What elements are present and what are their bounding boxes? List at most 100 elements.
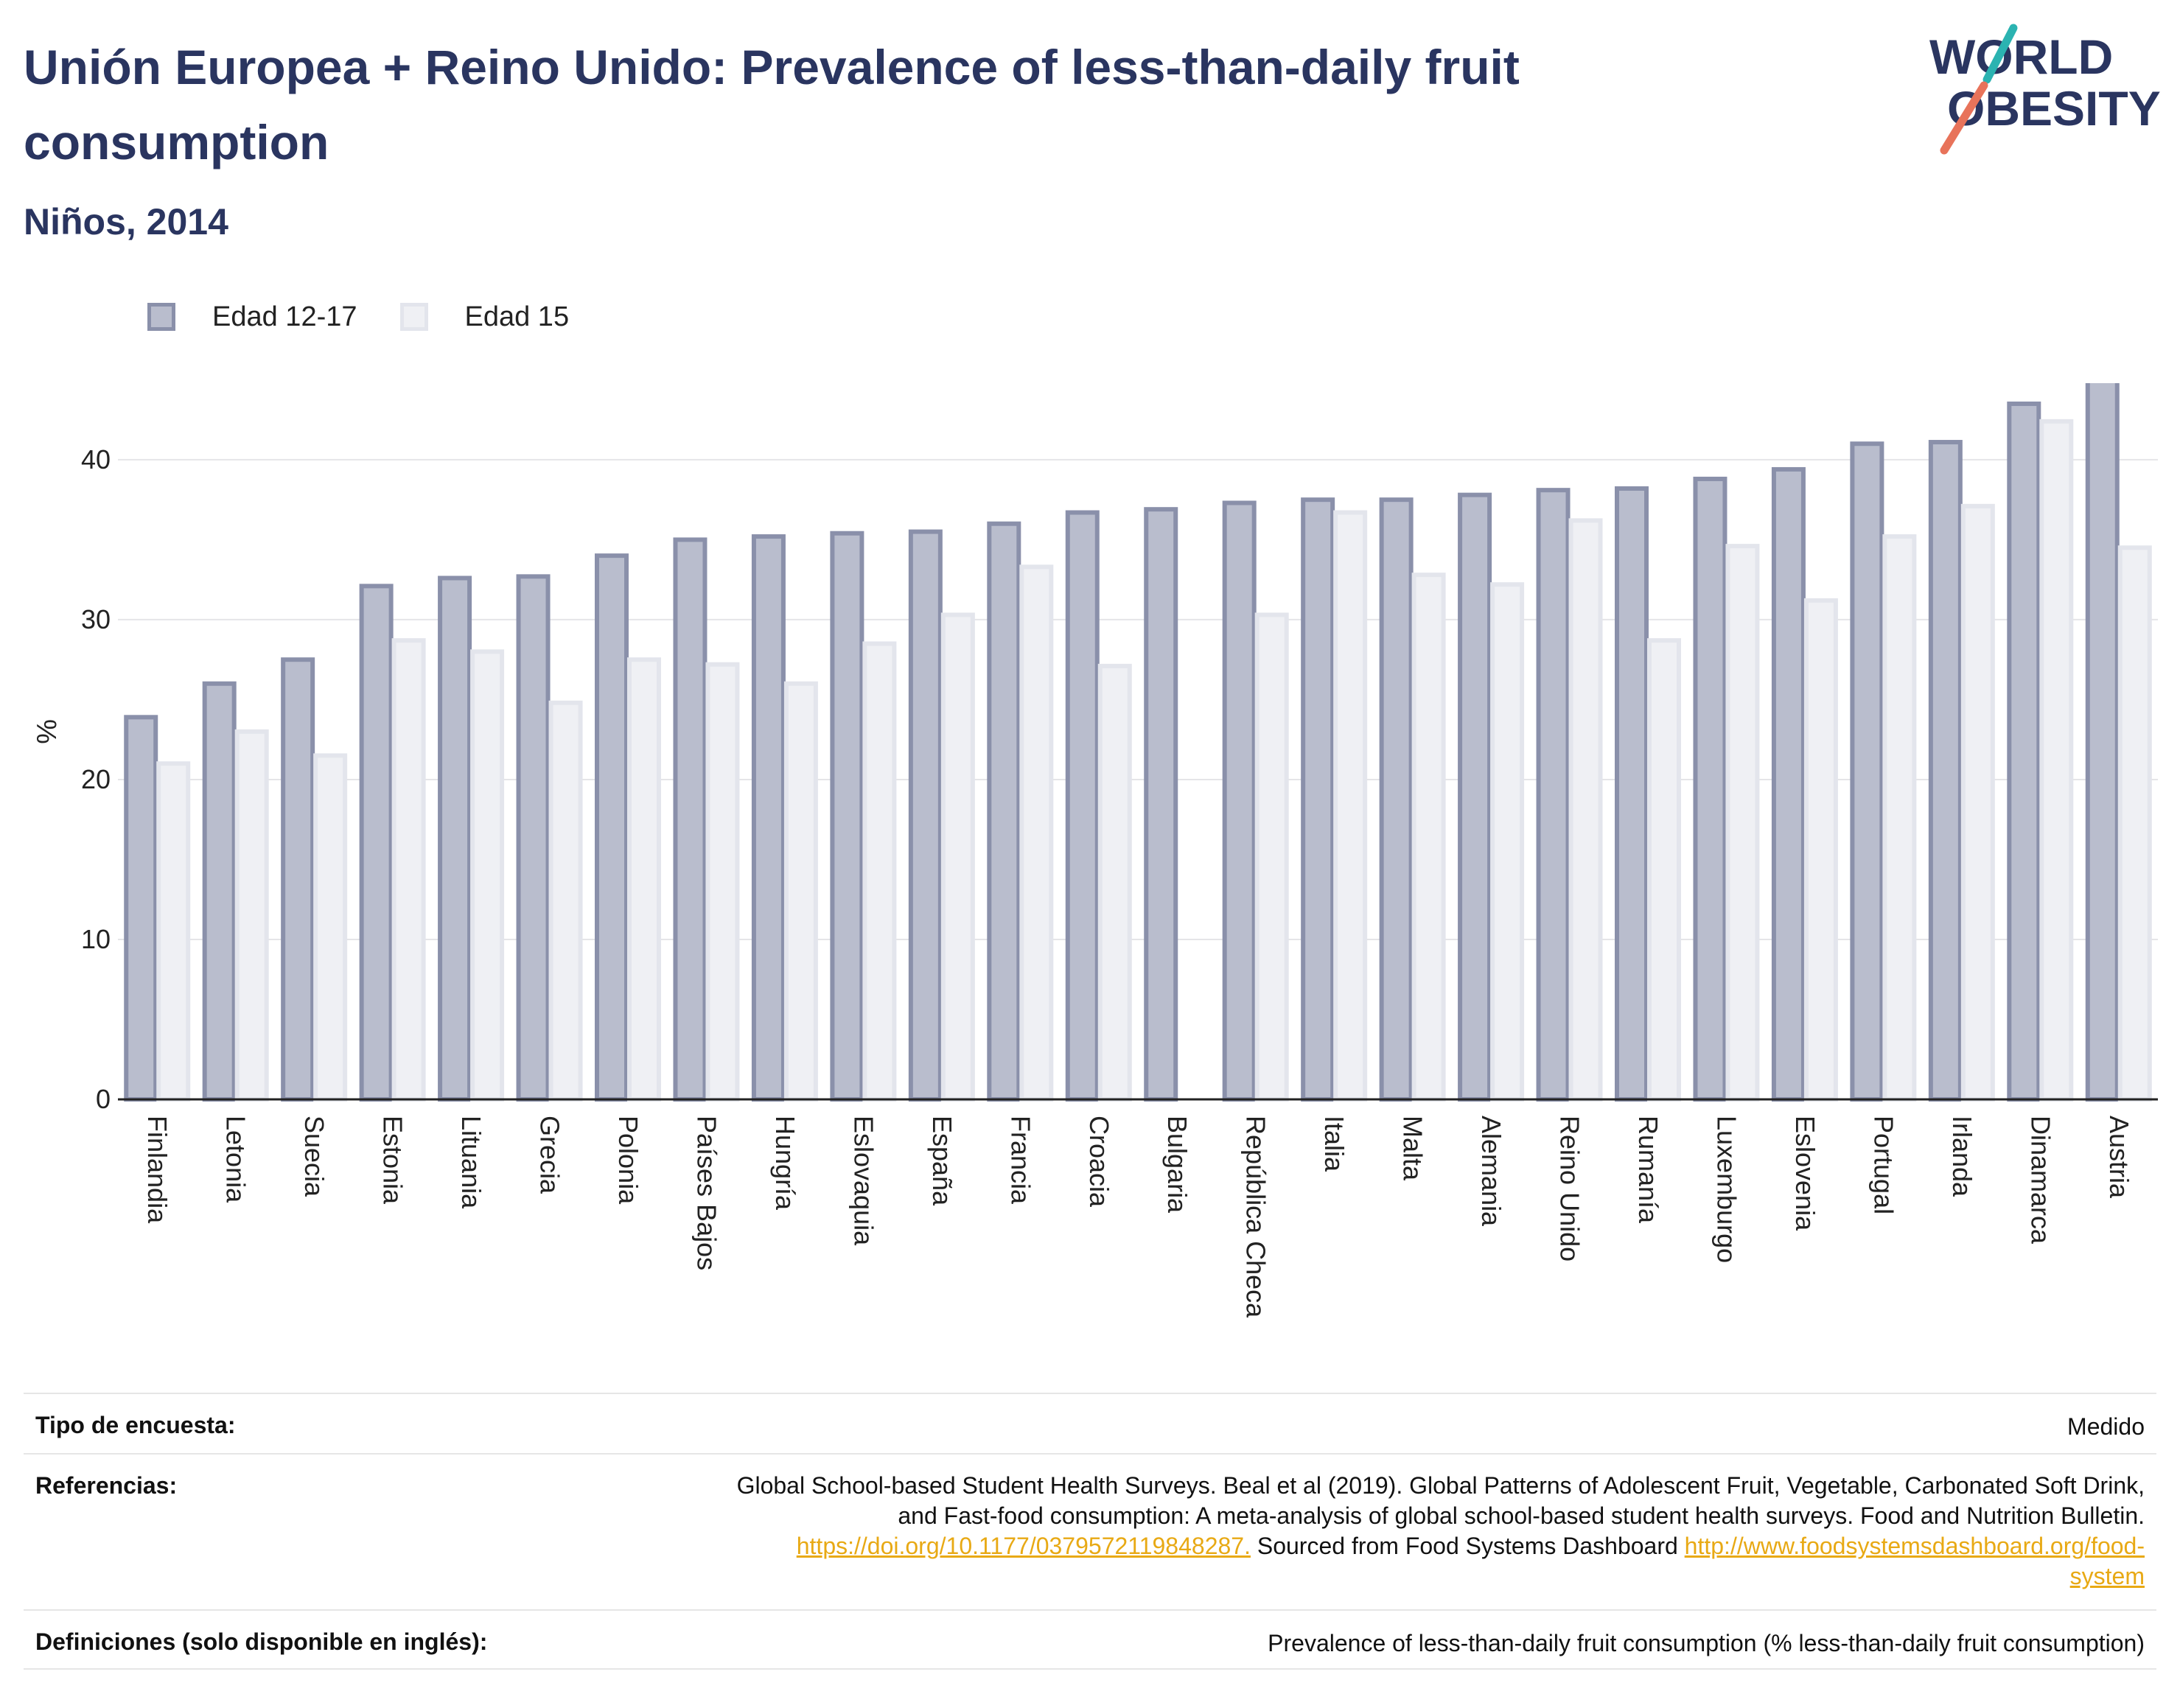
bar-edad-12-17-bulgaria[interactable] [1144,507,1178,1102]
x-tick-label-grecia: Grecia [535,1116,565,1194]
y-tick-label: 30 [81,604,111,634]
bar-edad-12-17-rumania[interactable] [1615,486,1649,1102]
x-tick-label-reino-unido: Reino Unido [1555,1116,1585,1261]
bar-edad-15-dinamarca[interactable] [2039,419,2074,1102]
y-tick-label: 10 [81,924,111,954]
references-dashboard-link-cont[interactable]: system [2069,1563,2145,1589]
bar-edad-12-17-reino-unido[interactable] [1536,488,1571,1102]
bar-edad-12-17-suecia[interactable] [281,657,315,1102]
x-tick-label-suecia: Suecia [299,1116,329,1197]
x-tick-label-espana: España [927,1116,957,1206]
x-tick-label-luxemburgo: Luxemburgo [1711,1116,1741,1263]
references-label: Referencias: [35,1472,178,1499]
bar-edad-15-republica-checa[interactable] [1254,612,1289,1102]
bar-edad-15-reino-unido[interactable] [1568,518,1603,1102]
definitions-label: Definiciones (solo disponible en inglés)… [35,1628,488,1655]
bar-edad-15-rumania[interactable] [1647,638,1681,1102]
bar-edad-12-17-finlandia[interactable] [124,715,158,1102]
bar-edad-15-polonia[interactable] [627,657,661,1102]
bar-edad-12-17-dinamarca[interactable] [2007,401,2041,1102]
chart-legend: Edad 12-17 Edad 15 [147,295,612,339]
bar-edad-15-malta[interactable] [1411,573,1446,1102]
bar-edad-15-letonia[interactable] [234,729,269,1102]
references-value: Global School-based Student Health Surve… [737,1471,2145,1592]
bar-edad-12-17-grecia[interactable] [516,574,551,1102]
bar-edad-15-grecia[interactable] [548,700,583,1102]
bar-edad-12-17-alemania[interactable] [1458,492,1492,1102]
references-doi-link[interactable]: https://doi.org/10.1177/0379572119848287… [796,1533,1251,1559]
x-tick-label-hungria: Hungría [770,1116,800,1211]
bar-edad-12-17-republica-checa[interactable] [1222,500,1257,1102]
bar-edad-15-espana[interactable] [940,612,975,1102]
bar-edad-15-eslovenia[interactable] [1803,598,1838,1102]
bar-edad-12-17-letonia[interactable] [202,681,237,1102]
bar-edad-12-17-lituania[interactable] [438,575,472,1102]
x-tick-label-croacia: Croacia [1084,1116,1114,1208]
legend-item-edad-15[interactable]: Edad 15 [399,301,570,333]
x-tick-label-bulgaria: Bulgaria [1162,1116,1192,1214]
legend-item-edad-12-17[interactable]: Edad 12-17 [147,301,357,333]
x-tick-label-letonia: Letonia [221,1116,251,1203]
legend-label-edad-12-17: Edad 12-17 [212,301,357,332]
x-tick-label-republica-checa: República Checa [1241,1116,1271,1318]
y-tick-label: 0 [96,1084,111,1114]
x-tick-label-portugal: Portugal [1868,1116,1898,1214]
bar-edad-12-17-luxemburgo[interactable] [1693,476,1727,1102]
references-line-3: https://doi.org/10.1177/0379572119848287… [737,1531,2145,1561]
bar-edad-12-17-hungria[interactable] [751,534,786,1102]
bar-edad-15-luxemburgo[interactable] [1725,544,1760,1102]
legend-swatch-edad-12-17 [147,303,175,331]
bar-chart: 0 10 20 30 40% Finlandia Letonia Suecia Estonia L… [32,383,2158,1318]
bar-edad-12-17-estonia[interactable] [359,584,394,1102]
bar-edad-12-17-paises-bajos[interactable] [673,537,708,1102]
bar-edad-12-17-portugal[interactable] [1850,441,1884,1102]
bar-edad-12-17-austria[interactable] [2085,383,2120,1102]
bar-edad-12-17-espana[interactable] [908,529,943,1102]
references-line-2: and Fast-food consumption: A meta-analys… [898,1502,2145,1529]
y-axis-label: % [32,719,63,744]
bar-edad-12-17-eslovaquia[interactable] [830,531,864,1102]
y-tick-label: 40 [81,444,111,475]
x-tick-label-estonia: Estonia [378,1116,408,1205]
bar-edad-12-17-italia[interactable] [1301,497,1335,1102]
x-tick-label-rumania: Rumanía [1633,1116,1663,1224]
bar-edad-15-estonia[interactable] [391,638,426,1102]
references-mid-text: Sourced from Food Systems Dashboard [1250,1533,1685,1559]
bar-edad-12-17-eslovenia[interactable] [1771,466,1806,1102]
bar-edad-12-17-croacia[interactable] [1065,510,1100,1102]
x-tick-label-eslovenia: Eslovenia [1790,1116,1820,1231]
bar-edad-15-italia[interactable] [1333,510,1368,1102]
bar-edad-15-austria[interactable] [2117,545,2152,1102]
bar-edad-15-hungria[interactable] [783,681,818,1102]
survey-type-label: Tipo de encuesta: [35,1412,236,1438]
bar-edad-15-suecia[interactable] [313,753,348,1102]
x-tick-label-irlanda: Irlanda [1947,1116,1977,1197]
references-dashboard-link[interactable]: http://www.foodsystemsdashboard.org/food… [1684,1533,2145,1559]
bar-edad-15-paises-bajos[interactable] [705,662,740,1102]
bar-edad-12-17-malta[interactable] [1379,497,1414,1102]
logo-text-world: WORLD [1929,29,2113,84]
survey-type-value: Medido [2067,1413,2145,1440]
bar-edad-15-irlanda[interactable] [1960,503,1995,1102]
bar-edad-15-lituania[interactable] [470,649,505,1102]
bar-edad-12-17-francia[interactable] [987,521,1021,1102]
definitions-value: Prevalence of less-than-daily fruit cons… [1268,1630,2145,1656]
bar-edad-12-17-irlanda[interactable] [1928,440,1963,1102]
bar-edad-12-17-polonia[interactable] [595,553,629,1102]
meta-row-definitions: Definiciones (solo disponible en inglés)… [24,1609,2156,1670]
x-tick-label-francia: Francia [1005,1116,1035,1205]
references-line-4: system [737,1561,2145,1592]
bar-edad-15-portugal[interactable] [1882,534,1917,1102]
x-tick-label-italia: Italia [1319,1116,1349,1172]
bar-edad-15-eslovaquia[interactable] [862,641,897,1102]
x-tick-label-paises-bajos: Países Bajos [691,1116,722,1270]
bar-edad-15-croacia[interactable] [1097,663,1132,1102]
meta-row-references: Referencias: Global School-based Student… [24,1453,2156,1609]
bar-edad-15-alemania[interactable] [1490,582,1525,1102]
legend-label-edad-15: Edad 15 [464,301,570,332]
bar-edad-15-francia[interactable] [1019,564,1054,1102]
bar-edad-15-finlandia[interactable] [156,761,191,1102]
x-tick-label-finlandia: Finlandia [142,1116,172,1224]
x-tick-label-austria: Austria [2104,1116,2134,1199]
x-tick-label-lituania: Lituania [456,1116,486,1209]
